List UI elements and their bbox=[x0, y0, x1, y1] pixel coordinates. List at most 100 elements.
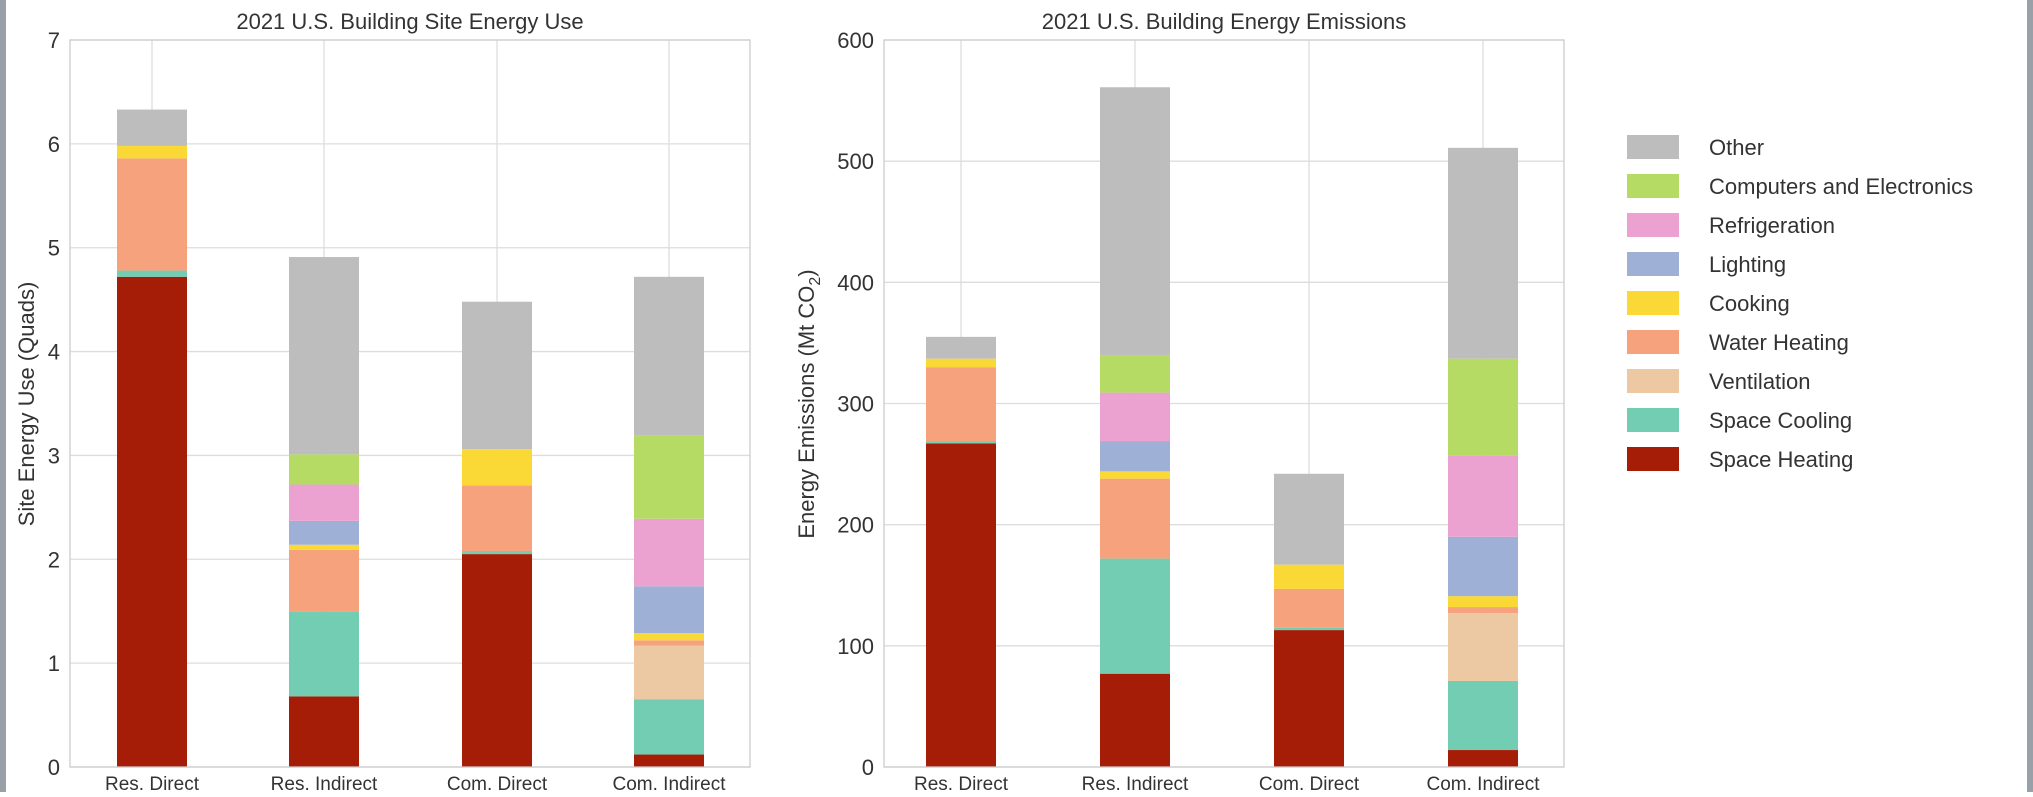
bar-segment-ventilation-3 bbox=[1448, 613, 1518, 681]
y-tick-label: 1 bbox=[48, 651, 60, 676]
bar-segment-refrigeration-3 bbox=[1448, 455, 1518, 537]
bar-segment-water-heating-1 bbox=[1100, 478, 1170, 559]
bar-segment-space-heating-1 bbox=[289, 696, 359, 767]
bar-segment-cooking-0 bbox=[117, 145, 187, 159]
bar-segment-space-heating-3 bbox=[1448, 750, 1518, 767]
x-tick-label: Com. Indirect bbox=[1427, 774, 1541, 792]
y-tick-label: 500 bbox=[837, 149, 874, 174]
plot-area-border bbox=[69, 39, 751, 768]
bar-segment-other-2 bbox=[1274, 473, 1344, 565]
y-tick-label: 0 bbox=[862, 755, 874, 780]
bar-segment-lighting-3 bbox=[1448, 536, 1518, 597]
bar-segment-other-2 bbox=[462, 301, 532, 450]
y-axis-label-end: ) bbox=[794, 269, 819, 276]
y-tick-label: 0 bbox=[48, 755, 60, 780]
legend-swatch-space-cooling bbox=[1627, 408, 1679, 432]
bar-segment-cooking-3 bbox=[634, 633, 704, 641]
bar-segment-space-cooling-0 bbox=[926, 441, 996, 444]
y-tick-label: 6 bbox=[48, 132, 60, 157]
legend-label: Other bbox=[1709, 135, 1764, 160]
bar-segment-refrigeration-1 bbox=[289, 484, 359, 521]
bar-segment-space-cooling-3 bbox=[1448, 680, 1518, 751]
legend-label: Lighting bbox=[1709, 252, 1786, 277]
bar-segment-computers-and-electronics-3 bbox=[634, 435, 704, 519]
bar-segment-space-heating-2 bbox=[462, 554, 532, 767]
figure-canvas: 0 1 2 3 4 5 6 7 Res. Direct Res. Indirect Com. Dir… bbox=[14, 9, 1973, 795]
legend-label: Ventilation bbox=[1709, 369, 1811, 394]
y-axis-label: Energy Emissions (Mt CO2) bbox=[794, 269, 824, 538]
chart-title: 2021 U.S. Building Site Energy Use bbox=[236, 9, 583, 34]
y-axis-label-subscript: 2 bbox=[807, 277, 824, 286]
bar-segment-space-cooling-0 bbox=[117, 270, 187, 277]
bar-segment-water-heating-0 bbox=[117, 158, 187, 271]
x-tick-label: Res. Direct bbox=[105, 774, 200, 792]
bar-segment-space-cooling-3 bbox=[634, 699, 704, 755]
chart-site-energy-use: 0 1 2 3 4 5 6 7 Res. Direct Res. Indirect Com. Dir… bbox=[14, 9, 751, 795]
bar-segment-water-heating-2 bbox=[1274, 588, 1344, 628]
bar-segment-other-0 bbox=[926, 336, 996, 359]
legend: Other Computers and Electronics Refrigerat… bbox=[1627, 135, 1973, 472]
y-tick-label: 100 bbox=[837, 634, 874, 659]
legend-label: Water Heating bbox=[1709, 330, 1849, 355]
bar-segment-space-heating-1 bbox=[1100, 673, 1170, 767]
bar-segment-computers-and-electronics-1 bbox=[289, 454, 359, 485]
chart-energy-emissions: 0 100 200 300 400 500 600 Res. Direct Res. Indir… bbox=[794, 9, 1565, 795]
bar-segment-cooking-2 bbox=[1274, 564, 1344, 589]
bar-segment-computers-and-electronics-1 bbox=[1100, 355, 1170, 393]
bar-segment-space-cooling-2 bbox=[462, 550, 532, 555]
y-axis-label-text: Site Energy Use (Quads) bbox=[14, 282, 39, 527]
bar-segment-cooking-2 bbox=[462, 449, 532, 486]
y-axis-label-text: Energy Emissions (Mt CO bbox=[794, 286, 819, 539]
bar-segment-space-heating-2 bbox=[1274, 630, 1344, 767]
bar-segment-other-1 bbox=[289, 257, 359, 455]
bar-segment-lighting-3 bbox=[634, 586, 704, 634]
bar-segment-space-cooling-1 bbox=[289, 611, 359, 697]
legend-swatch-other bbox=[1627, 135, 1679, 159]
y-tick-label: 7 bbox=[48, 28, 60, 53]
y-axis-label: Site Energy Use (Quads) bbox=[14, 282, 39, 527]
bar-segment-other-1 bbox=[1100, 87, 1170, 356]
legend-swatch-cooking bbox=[1627, 291, 1679, 315]
y-tick-label: 4 bbox=[48, 340, 60, 365]
x-tick-label: Com. Direct bbox=[1259, 774, 1360, 792]
x-tick-label: Com. Indirect bbox=[613, 774, 727, 792]
bar-segment-cooking-3 bbox=[1448, 596, 1518, 608]
y-tick-label: 300 bbox=[837, 392, 874, 417]
legend-swatch-refrigeration bbox=[1627, 213, 1679, 237]
bar-segment-water-heating-3 bbox=[1448, 607, 1518, 614]
legend-label: Refrigeration bbox=[1709, 213, 1835, 238]
bar-segment-cooking-1 bbox=[289, 544, 359, 550]
legend-swatch-lighting bbox=[1627, 252, 1679, 276]
chart-title: 2021 U.S. Building Energy Emissions bbox=[1042, 9, 1406, 34]
bar-segment-cooking-0 bbox=[926, 358, 996, 368]
bar-segment-lighting-1 bbox=[1100, 441, 1170, 472]
y-tick-label: 5 bbox=[48, 236, 60, 261]
legend-label: Space Heating bbox=[1709, 447, 1853, 472]
bar-segment-space-heating-0 bbox=[926, 443, 996, 767]
bar-segment-space-cooling-2 bbox=[1274, 627, 1344, 631]
plot-area-border bbox=[883, 39, 1565, 768]
bar-segment-other-3 bbox=[634, 276, 704, 436]
legend-swatch-water-heating bbox=[1627, 330, 1679, 354]
bar-segment-space-heating-3 bbox=[634, 754, 704, 767]
x-tick-label: Res. Direct bbox=[914, 774, 1009, 792]
y-tick-label: 600 bbox=[837, 28, 874, 53]
bar-segment-other-3 bbox=[1448, 147, 1518, 359]
x-tick-label: Res. Indirect bbox=[1082, 774, 1189, 792]
x-tick-label: Com. Direct bbox=[447, 774, 548, 792]
bar-segment-refrigeration-3 bbox=[634, 518, 704, 587]
legend-swatch-ventilation bbox=[1627, 369, 1679, 393]
bar-segment-water-heating-3 bbox=[634, 640, 704, 646]
legend-label: Cooking bbox=[1709, 291, 1790, 316]
legend-label: Computers and Electronics bbox=[1709, 174, 1973, 199]
legend-swatch-space-heating bbox=[1627, 447, 1679, 471]
bar-segment-other-0 bbox=[117, 109, 187, 146]
bar-segment-refrigeration-1 bbox=[1100, 392, 1170, 442]
y-tick-label: 3 bbox=[48, 443, 60, 468]
bar-segment-water-heating-0 bbox=[926, 367, 996, 442]
bar-segment-water-heating-2 bbox=[462, 485, 532, 551]
x-tick-label: Res. Indirect bbox=[271, 774, 378, 792]
bar-segment-ventilation-3 bbox=[634, 645, 704, 700]
bar-segment-space-heating-0 bbox=[117, 276, 187, 767]
